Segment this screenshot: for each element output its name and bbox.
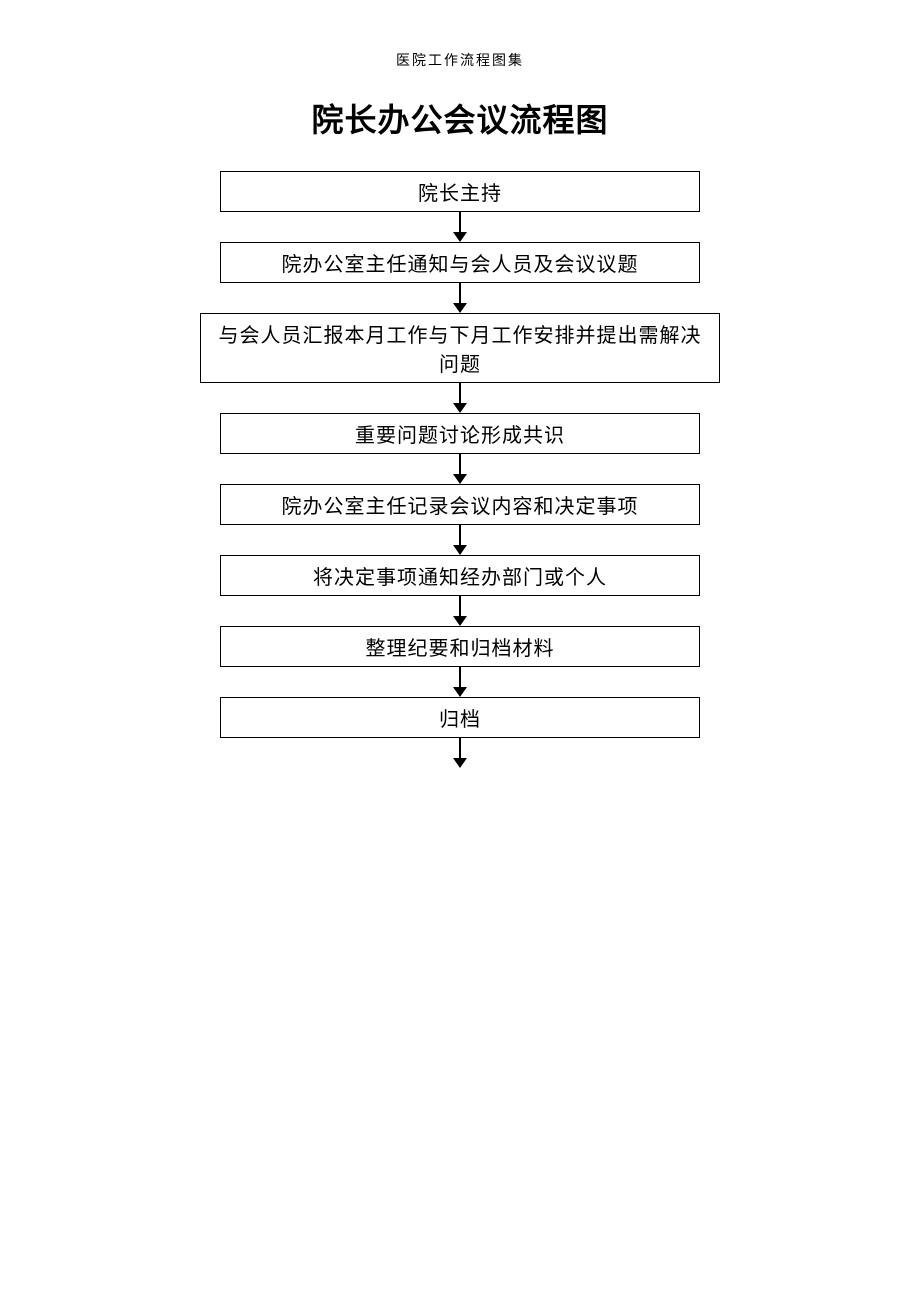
flow-node-1: 院长主持: [220, 171, 700, 212]
flow-node-8: 归档: [220, 697, 700, 738]
flow-arrow: [453, 525, 467, 555]
page-header: 医院工作流程图集: [396, 50, 524, 70]
flow-arrow: [453, 383, 467, 413]
flow-node-4: 重要问题讨论形成共识: [220, 413, 700, 454]
flow-node-7: 整理纪要和归档材料: [220, 626, 700, 667]
flow-arrow: [453, 738, 467, 768]
flow-node-6: 将决定事项通知经办部门或个人: [220, 555, 700, 596]
flow-arrow: [453, 454, 467, 484]
flowchart-container: 院长主持 院办公室主任通知与会人员及会议议题 与会人员汇报本月工作与下月工作安排…: [0, 171, 920, 768]
flow-arrow: [453, 212, 467, 242]
flow-node-5: 院办公室主任记录会议内容和决定事项: [220, 484, 700, 525]
flow-arrow: [453, 283, 467, 313]
flow-arrow: [453, 596, 467, 626]
flow-node-3: 与会人员汇报本月工作与下月工作安排并提出需解决问题: [200, 313, 720, 383]
page-title: 院长办公会议流程图: [311, 95, 608, 141]
flow-arrow: [453, 667, 467, 697]
flow-node-2: 院办公室主任通知与会人员及会议议题: [220, 242, 700, 283]
